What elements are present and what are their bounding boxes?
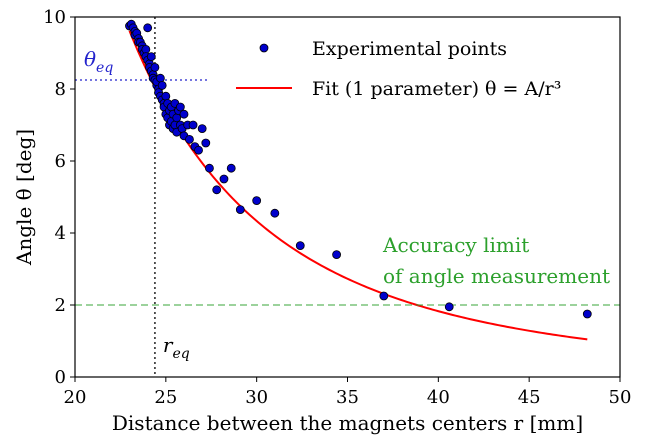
y-tick-label: 6 xyxy=(55,151,66,172)
data-point xyxy=(332,250,342,260)
data-point xyxy=(379,291,389,301)
data-point xyxy=(219,174,229,184)
legend: Experimental points Fit (1 parameter) θ =… xyxy=(236,38,561,100)
x-tick-label: 50 xyxy=(609,387,632,408)
data-point xyxy=(252,196,262,206)
data-point xyxy=(150,63,160,72)
y-tick-label: 2 xyxy=(55,295,66,316)
legend-label-points: Experimental points xyxy=(312,38,507,60)
data-point xyxy=(157,81,167,90)
accuracy-limit-label-line1: Accuracy limit xyxy=(382,233,529,257)
data-point xyxy=(212,185,222,195)
x-tick-label: 25 xyxy=(154,387,177,408)
annotation-layer: Accuracy limit of angle measurement req θeq xyxy=(75,17,620,377)
points-layer xyxy=(125,19,592,319)
y-axis-label: Angle θ [deg] xyxy=(12,129,36,266)
data-point xyxy=(143,23,153,33)
data-point xyxy=(582,309,592,319)
data-point xyxy=(270,208,280,218)
data-point xyxy=(444,302,454,312)
data-point xyxy=(188,120,198,130)
data-point xyxy=(146,52,156,61)
data-point xyxy=(226,163,236,173)
data-point xyxy=(194,145,203,155)
data-point xyxy=(179,109,189,119)
data-point xyxy=(197,124,207,134)
y-tick-label: 10 xyxy=(43,7,66,28)
y-tick-label: 4 xyxy=(55,223,66,244)
x-tick-label: 45 xyxy=(518,387,541,408)
legend-marker-points xyxy=(259,43,269,53)
data-point xyxy=(175,102,185,112)
legend-label-fit: Fit (1 parameter) θ = A/r³ xyxy=(312,78,561,100)
data-point xyxy=(235,205,245,215)
x-tick-label: 40 xyxy=(427,387,450,408)
data-point xyxy=(161,91,171,101)
data-point xyxy=(205,163,214,173)
x-tick-label: 35 xyxy=(336,387,359,408)
data-point xyxy=(201,138,211,148)
y-tick-label: 0 xyxy=(55,367,66,388)
theta-eq-label: θeq xyxy=(84,47,113,76)
data-point xyxy=(295,241,305,251)
data-point xyxy=(172,113,182,123)
axes-layer: 20 25 30 35 40 45 50 0 2 4 6 8 10 Distance between th… xyxy=(12,7,631,435)
accuracy-limit-label-line2: of angle measurement xyxy=(383,264,610,288)
r-eq-label: req xyxy=(163,333,190,362)
y-tick-label: 8 xyxy=(55,79,66,100)
data-point xyxy=(185,134,194,144)
x-tick-label: 30 xyxy=(245,387,268,408)
x-axis-label: Distance between the magnets centers r [… xyxy=(112,411,583,435)
data-point xyxy=(155,73,165,83)
x-tick-label: 20 xyxy=(64,387,87,408)
